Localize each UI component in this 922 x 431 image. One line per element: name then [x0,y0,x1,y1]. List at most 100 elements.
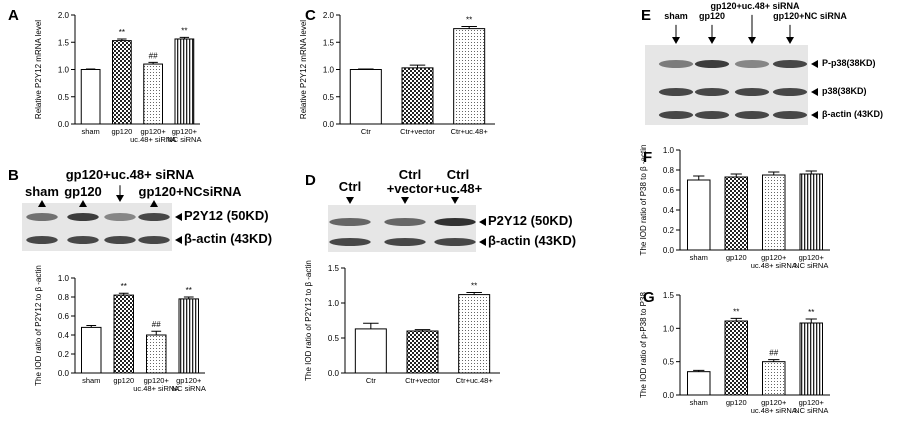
x-tick-label: sham [689,253,708,262]
y-tick-label: 0.6 [663,186,675,195]
significance-mark: ** [808,308,814,317]
panel-letter: E [641,7,652,24]
y-tick-label: 0.2 [58,350,70,359]
blot-band [384,238,426,246]
band-label: β-actin (43KD) [822,108,884,119]
y-tick-label: 0.4 [663,206,675,215]
blot-band [138,236,170,244]
x-tick-label: gp120 [113,376,135,385]
blot-band [104,213,136,221]
y-tick-label: 0.8 [58,293,70,302]
error-bar [86,325,97,328]
blot-band [658,60,694,68]
x-tick-label: Ctr+uc.48+ [450,127,488,136]
y-tick-label: 1.0 [663,324,675,333]
bar [81,326,102,374]
error-bar [693,369,705,372]
blot-band [734,60,770,68]
x-tick-label: gp120+ uc.48+ siRNA [133,376,180,393]
bar [762,174,786,251]
x-tick-label: gp120+ NC siRNA [167,127,202,144]
band-label: β-actin (43KD) [488,233,577,249]
bar [762,361,786,396]
y-tick-label: 2.0 [323,11,335,20]
y-tick-label: 0.5 [328,334,340,343]
blot-band [26,236,58,244]
blot-band [734,111,770,119]
error-bar [179,36,190,39]
x-tick-label: sham [81,127,100,136]
x-tick-label: Ctr+vector [400,127,435,136]
significance-mark: ## [769,349,778,358]
error-bar [118,292,129,296]
x-tick-label: sham [689,398,708,407]
blot-band [26,213,58,221]
error-bar [805,318,817,323]
blot-band [734,88,770,96]
panel-letter: C [305,7,316,24]
bar [112,40,132,125]
bar [799,322,823,396]
bar [80,69,101,125]
y-tick-label: 0.0 [323,120,335,129]
band-label: β-actin (43KD) [184,231,273,247]
y-tick-label: 0.5 [58,93,70,102]
y-tick-label: 1.0 [663,146,675,155]
y-tick-label: 0.8 [663,166,675,175]
blot-band [329,238,371,246]
error-bar [414,329,431,331]
y-tick-label: 1.5 [663,291,675,300]
blot-band [104,236,136,244]
y-tick-label: 0.2 [663,226,675,235]
bar [143,63,163,125]
bar [174,38,195,125]
significance-mark: ** [471,282,477,291]
lane-label: Ctrl [338,179,362,194]
y-tick-label: 0.6 [58,312,70,321]
x-tick-label: Ctr [360,127,371,136]
blot-band [67,236,99,244]
error-bar [358,68,374,70]
error-bar [730,173,742,177]
lane-label: sham [664,11,688,21]
error-bar [148,61,158,65]
significance-mark: ** [121,282,127,291]
y-tick-label: 0.4 [58,331,70,340]
blot-band [434,218,476,226]
y-axis-label: Relative P2Y12 mRNA level [299,20,308,119]
error-bar [85,68,96,70]
y-tick-label: 1.0 [328,299,340,308]
bar [401,67,434,125]
lane-label: gp120+uc.48+ siRNA [65,167,195,182]
lane-label: gp120+NCsiRNA [138,184,242,199]
error-bar [363,322,379,329]
x-tick-label: Ctr+vector [405,376,440,385]
lane-label: gp120 [698,11,726,21]
bar [799,173,823,251]
significance-mark: ## [152,320,161,329]
blot-band [694,60,730,68]
blot-band [434,238,476,246]
significance-mark: ** [119,28,125,37]
panel-letter: B [8,167,19,184]
bar [113,294,134,374]
band-label: P2Y12 (50KD) [488,213,573,229]
blot-band [658,88,694,96]
blot-band [772,60,808,68]
y-axis-label: Relative P2Y12 mRNA level [34,20,43,119]
x-tick-label: Ctr [365,376,376,385]
error-bar [768,359,780,362]
panel-letter: F [643,149,653,166]
y-tick-label: 0.5 [323,93,335,102]
blot-band [138,213,170,221]
x-tick-label: gp120+ uc.48+ siRNA [130,127,177,144]
blot-band [384,218,426,226]
x-tick-label: gp120+ NC siRNA [171,376,206,393]
significance-mark: ** [466,15,472,24]
bar [724,320,748,396]
error-bar [151,330,162,335]
lane-label: Ctrl +vector [386,167,434,196]
panel-letter: G [643,289,655,306]
y-tick-label: 0.0 [663,246,675,255]
